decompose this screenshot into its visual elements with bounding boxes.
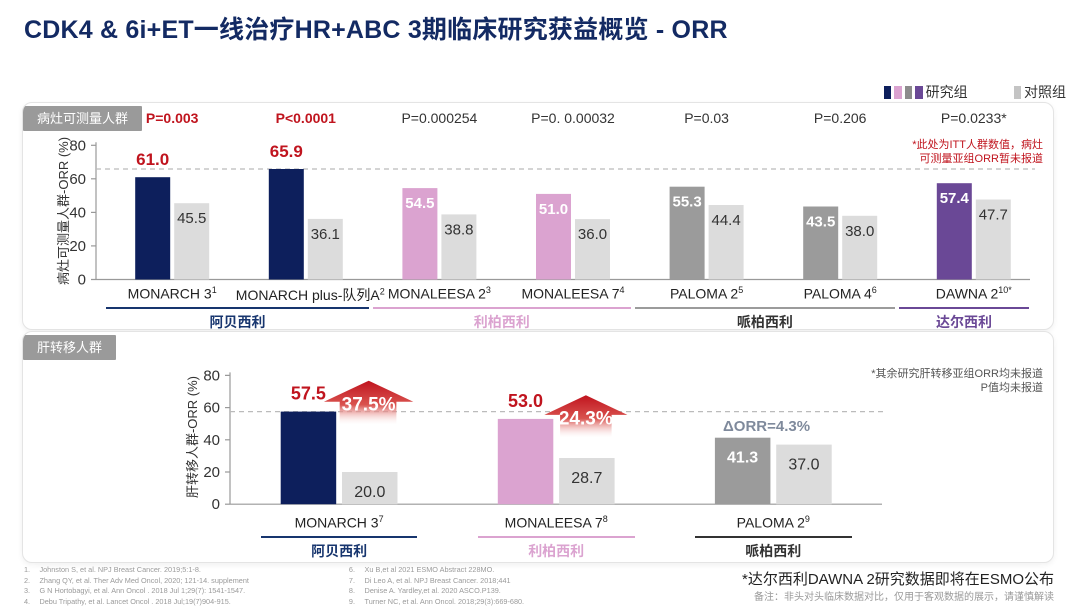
svg-text:45.5: 45.5 bbox=[177, 210, 206, 227]
svg-text:54.5: 54.5 bbox=[405, 195, 434, 212]
svg-text:P=0.003: P=0.003 bbox=[146, 110, 199, 126]
svg-text:20: 20 bbox=[69, 238, 86, 255]
svg-text:44.4: 44.4 bbox=[711, 212, 740, 229]
svg-text:40: 40 bbox=[69, 204, 86, 221]
svg-text:38.8: 38.8 bbox=[444, 221, 473, 238]
svg-text:36.0: 36.0 bbox=[578, 226, 607, 243]
svg-text:80: 80 bbox=[69, 137, 86, 154]
svg-text:57.4: 57.4 bbox=[940, 190, 970, 207]
svg-text:0: 0 bbox=[78, 272, 86, 289]
svg-text:P=0.000254: P=0.000254 bbox=[401, 110, 477, 126]
svg-text:36.1: 36.1 bbox=[311, 226, 340, 243]
svg-text:P=0. 0.00032: P=0. 0.00032 bbox=[531, 110, 615, 126]
svg-text:P=0.0233*: P=0.0233* bbox=[941, 110, 1007, 126]
svg-text:55.3: 55.3 bbox=[672, 194, 701, 211]
svg-text:43.5: 43.5 bbox=[806, 214, 835, 231]
svg-text:61.0: 61.0 bbox=[136, 150, 169, 169]
svg-text:51.0: 51.0 bbox=[539, 201, 568, 218]
svg-text:P<0.0001: P<0.0001 bbox=[276, 110, 337, 126]
svg-text:65.9: 65.9 bbox=[270, 142, 303, 161]
svg-text:60: 60 bbox=[69, 171, 86, 188]
svg-text:37.5%: 37.5% bbox=[342, 395, 396, 416]
svg-text:24.3%: 24.3% bbox=[559, 409, 613, 430]
svg-text:P=0.03: P=0.03 bbox=[684, 110, 729, 126]
svg-text:P=0.206: P=0.206 bbox=[814, 110, 867, 126]
svg-text:38.0: 38.0 bbox=[845, 223, 874, 240]
svg-text:47.7: 47.7 bbox=[979, 207, 1008, 224]
